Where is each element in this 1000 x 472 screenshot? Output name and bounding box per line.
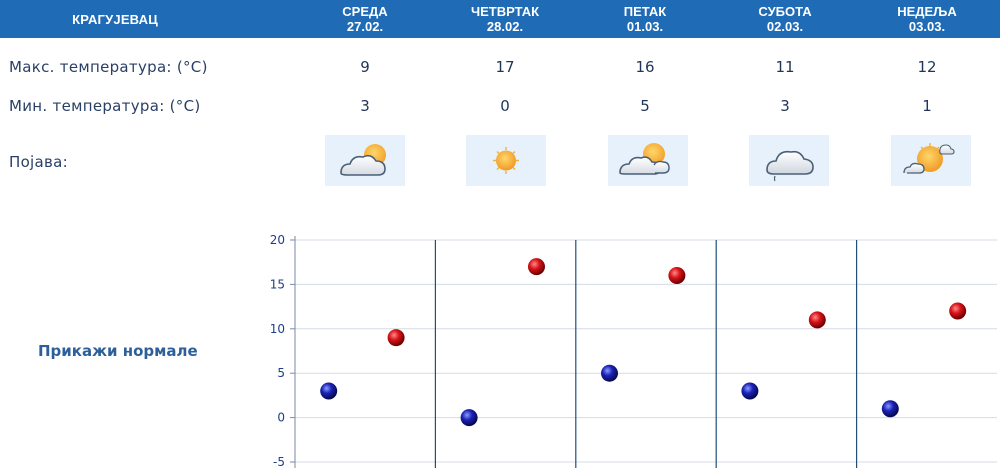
min-temp-label: Мин. температура: (°C) [9, 97, 201, 115]
y-tick-label: 20 [270, 233, 285, 247]
max-temp-marker [808, 311, 826, 329]
y-tick-label: 0 [277, 411, 285, 425]
day-name: ЧЕТВРТАК [470, 4, 540, 19]
city-name: КРАГУЈЕВАЦ [72, 11, 158, 27]
day-date: 27.02. [346, 19, 384, 34]
day-date: 02.03. [766, 19, 804, 34]
min-temp-value: 0 [500, 97, 510, 115]
min-temp-marker [320, 382, 338, 400]
day-date: 28.02. [486, 19, 524, 34]
max-temp-value: 12 [917, 58, 937, 76]
day-header-4: СУБОТА 02.03. [715, 0, 855, 38]
max-temp-marker [387, 329, 405, 347]
day-header-1: СРЕДА 27.02. [295, 0, 435, 38]
day-name: СРЕДА [342, 4, 388, 19]
temperature-chart: 20 15 10 5 0 -5 [270, 233, 997, 469]
day-header-2: ЧЕТВРТАК 28.02. [435, 0, 575, 38]
min-temp-marker [881, 400, 899, 418]
sun-with-cloud-icon [891, 135, 971, 186]
min-temp-value: 5 [640, 97, 650, 115]
y-tick-label: 5 [277, 366, 285, 380]
max-temp-value: 16 [635, 58, 655, 76]
y-tick-label: 15 [270, 277, 285, 291]
min-temp-marker [741, 382, 759, 400]
y-tick-label: 10 [270, 322, 285, 336]
sun-icon [466, 135, 546, 186]
sun-behind-cloud-icon [608, 135, 688, 186]
day-date: 01.03. [626, 19, 664, 34]
day-header-3: ПЕТАК 01.03. [575, 0, 715, 38]
max-temp-marker [668, 267, 686, 285]
max-temp-label: Макс. температура: (°C) [9, 58, 208, 76]
show-normals-link[interactable]: Прикажи нормале [38, 342, 198, 360]
forecast-header [0, 0, 1000, 38]
max-temp-value: 9 [360, 58, 370, 76]
max-temp-marker [527, 258, 545, 276]
max-temp-marker [949, 302, 967, 320]
max-temp-value: 17 [495, 58, 515, 76]
phenomenon-label: Појава: [9, 153, 69, 171]
day-date: 03.03. [908, 19, 946, 34]
min-temp-marker [600, 364, 618, 382]
day-header-5: НЕДЕЉА 03.03. [857, 0, 997, 38]
sun-behind-cloud-icon [325, 135, 405, 186]
cloud-drizzle-icon [749, 135, 829, 186]
min-temp-value: 1 [922, 97, 932, 115]
min-temp-marker [460, 409, 478, 427]
day-name: ПЕТАК [623, 4, 667, 19]
y-tick-label: -5 [273, 455, 285, 469]
day-name: СУБОТА [758, 4, 812, 19]
day-name: НЕДЕЉА [897, 4, 957, 19]
min-temp-value: 3 [780, 97, 790, 115]
max-temp-value: 11 [775, 58, 795, 76]
min-temp-value: 3 [360, 97, 370, 115]
